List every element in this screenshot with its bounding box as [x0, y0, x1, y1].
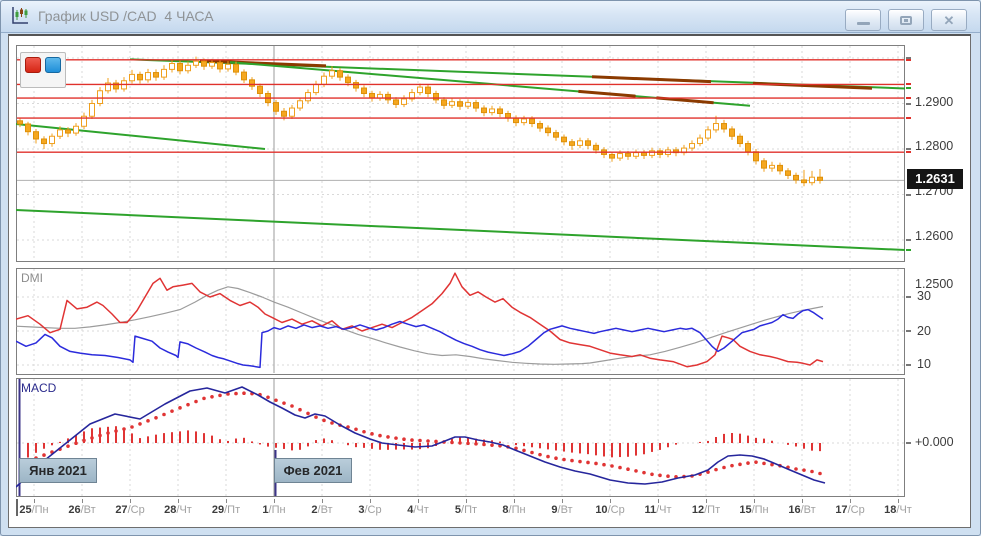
date-label: 18/Чт: [884, 504, 912, 516]
date-tick: [370, 499, 371, 503]
price-axis-label: 1.2600: [915, 229, 954, 243]
axis-tick: [906, 117, 911, 120]
axis-tick: [906, 193, 911, 196]
date-label: 4/Чт: [407, 504, 429, 516]
date-label: 8/Пн: [502, 504, 526, 516]
date-tick: [466, 499, 467, 503]
date-tick: [274, 499, 275, 503]
window-title: График USD /CAD 4 ЧАСА: [38, 8, 214, 24]
macd-indicator-canvas[interactable]: [16, 378, 906, 498]
date-tick: [706, 499, 707, 503]
date-label: 28/Чт: [164, 504, 192, 516]
current-price-badge: 1.2631: [907, 169, 963, 189]
axis-tick: [906, 239, 911, 241]
date-tick: [754, 499, 755, 503]
date-label: 12/Пт: [691, 504, 721, 516]
date-label: 29/Пт: [211, 504, 241, 516]
axis-tick: [906, 148, 911, 150]
dmi-axis-label: 20: [917, 324, 931, 338]
date-tick: [562, 499, 563, 503]
date-tick: [418, 499, 419, 503]
price-axis-label: 1.2900: [915, 95, 954, 109]
restore-icon: [900, 15, 912, 25]
date-tick: [610, 499, 611, 503]
close-button[interactable]: ✕: [931, 9, 967, 31]
blue-square-button[interactable]: [45, 57, 61, 73]
axis-tick: [906, 102, 911, 105]
macd-axis[interactable]: +0.000: [906, 378, 976, 498]
axis-tick: [906, 87, 911, 90]
date-label: 17/Ср: [835, 504, 865, 516]
macd-zero-label: +0.000: [915, 435, 954, 449]
axis-tick: [906, 151, 911, 154]
date-axis-origin-tick: [16, 499, 18, 516]
price-axis-label: 1.2500: [915, 277, 954, 291]
close-icon: ✕: [943, 12, 955, 28]
axis-tick: [906, 97, 911, 100]
date-tick: [658, 499, 659, 503]
dmi-axis-label: 10: [917, 357, 931, 371]
date-label: 1/Пн: [262, 504, 286, 516]
date-tick: [226, 499, 227, 503]
dmi-panel-label: DMI: [21, 271, 43, 285]
date-label: 26/Вт: [68, 504, 96, 516]
quick-buttons-panel: [20, 52, 66, 88]
restore-button[interactable]: [888, 9, 924, 31]
red-square-button[interactable]: [25, 57, 41, 73]
dmi-axis[interactable]: 30 20 10: [906, 268, 976, 375]
window-titlebar[interactable]: График USD /CAD 4 ЧАСА ✕: [0, 0, 981, 33]
axis-tick: [906, 296, 911, 298]
dmi-indicator-canvas[interactable]: [16, 268, 906, 375]
candlestick-chart-icon: [12, 7, 28, 24]
axis-tick: [906, 58, 911, 61]
minimize-icon: [856, 21, 870, 25]
date-label: 3/Ср: [358, 504, 382, 516]
date-tick: [322, 499, 323, 503]
price-axis-label: 1.2800: [915, 139, 954, 153]
dmi-axis-label: 30: [917, 289, 931, 303]
date-label: 16/Вт: [788, 504, 816, 516]
price-chart-canvas[interactable]: [16, 45, 906, 263]
date-tick: [898, 499, 899, 503]
date-tick: [82, 499, 83, 503]
date-tick: [34, 499, 35, 503]
date-tick: [514, 499, 515, 503]
date-tick: [130, 499, 131, 503]
axis-tick: [906, 442, 911, 444]
date-label: 11/Чт: [644, 504, 672, 516]
date-tick: [178, 499, 179, 503]
date-label: 10/Ср: [595, 504, 625, 516]
macd-panel-label: MACD: [21, 381, 57, 395]
month-label-february: Фев 2021: [274, 458, 352, 483]
date-axis[interactable]: 25/Пн 26/Вт 27/Ср 28/Чт 29/Пт 1/Пн 2/Вт 3/Ср 4/Ч…: [16, 499, 912, 521]
date-tick: [850, 499, 851, 503]
price-axis[interactable]: 1.2900 1.2800 1.2700 1.2600 1.2500 1.263…: [906, 45, 976, 291]
date-label: 15/Пн: [739, 504, 769, 516]
date-label: 25/Пн: [19, 504, 49, 516]
minimize-button[interactable]: [845, 9, 881, 31]
date-label: 5/Пт: [454, 504, 478, 516]
month-label-january: Янв 2021: [19, 458, 97, 483]
axis-tick: [906, 249, 911, 251]
axis-tick: [906, 330, 911, 332]
date-tick: [802, 499, 803, 503]
axis-tick: [906, 364, 911, 366]
axis-tick: [906, 57, 911, 59]
date-label: 27/Ср: [115, 504, 145, 516]
axis-tick: [906, 83, 911, 86]
date-label: 2/Вт: [311, 504, 333, 516]
date-label: 9/Вт: [551, 504, 573, 516]
